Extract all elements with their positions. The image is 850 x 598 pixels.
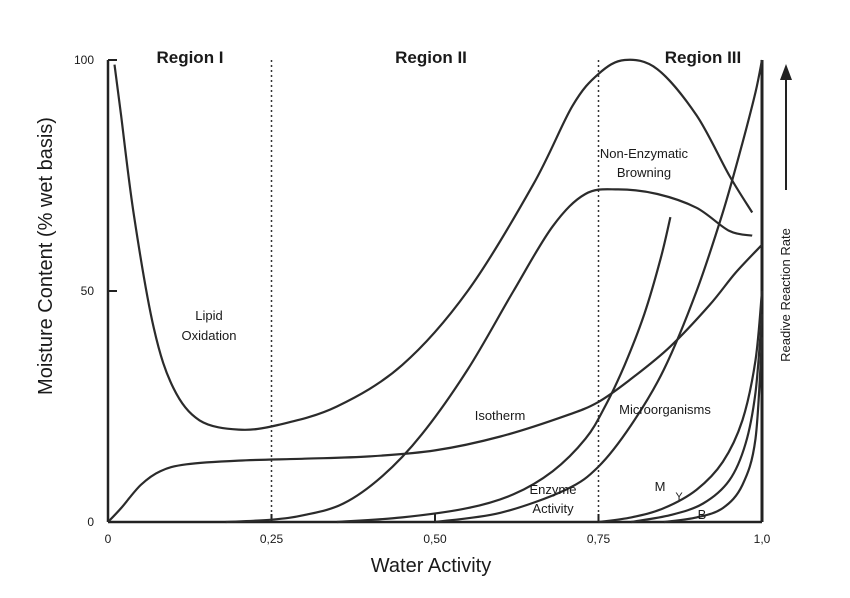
y-axis-title: Moisture Content (% wet basis) [35, 117, 57, 395]
x-tick-label: 0,75 [587, 532, 611, 546]
isotherm-label: Isotherm [475, 408, 526, 423]
x-tick-label: 0,50 [423, 532, 447, 546]
y-ticks: 0 50 100 [74, 53, 117, 529]
bacteria-label: B [698, 507, 707, 522]
region-1-label: Region I [156, 48, 223, 67]
series-line-m [598, 290, 764, 524]
non-enzymatic-browning-label: Non-Enzymatic Browning [600, 146, 689, 180]
right-axis-title: Readive Reaction Rate [778, 228, 793, 362]
yeast-label: Y [675, 491, 683, 503]
series-curves [107, 58, 764, 524]
x-axis-title: Water Activity [371, 555, 491, 577]
x-tick-label: 0 [105, 532, 112, 546]
series-line-non-enzymatic-browning [225, 188, 753, 524]
mold-label: M [655, 479, 666, 494]
region-2-label: Region II [395, 48, 467, 67]
series-line-enzyme-activity [336, 216, 672, 524]
series-line-microorganisms [434, 59, 764, 524]
series-line-b [663, 337, 764, 524]
x-tick-label: 0,25 [260, 532, 284, 546]
y-tick-label: 100 [74, 53, 94, 67]
y-tick-label: 0 [87, 515, 94, 529]
x-tick-label: 1,0 [754, 532, 771, 546]
series-line-y [631, 314, 764, 524]
y-tick-label: 50 [81, 284, 95, 298]
series-line-lipid-oxidation [113, 58, 754, 431]
region-dividers [270, 60, 600, 522]
reaction-rate-arrowhead [780, 64, 792, 80]
enzyme-activity-label: Enzyme Activity [530, 482, 577, 516]
x-ticks: 0 0,25 0,50 0,75 1,0 [105, 514, 771, 546]
region-3-label: Region III [665, 48, 742, 67]
lipid-oxidation-label: Lipid Oxidation [182, 308, 237, 343]
microorganisms-label: Microorganisms [619, 402, 711, 417]
